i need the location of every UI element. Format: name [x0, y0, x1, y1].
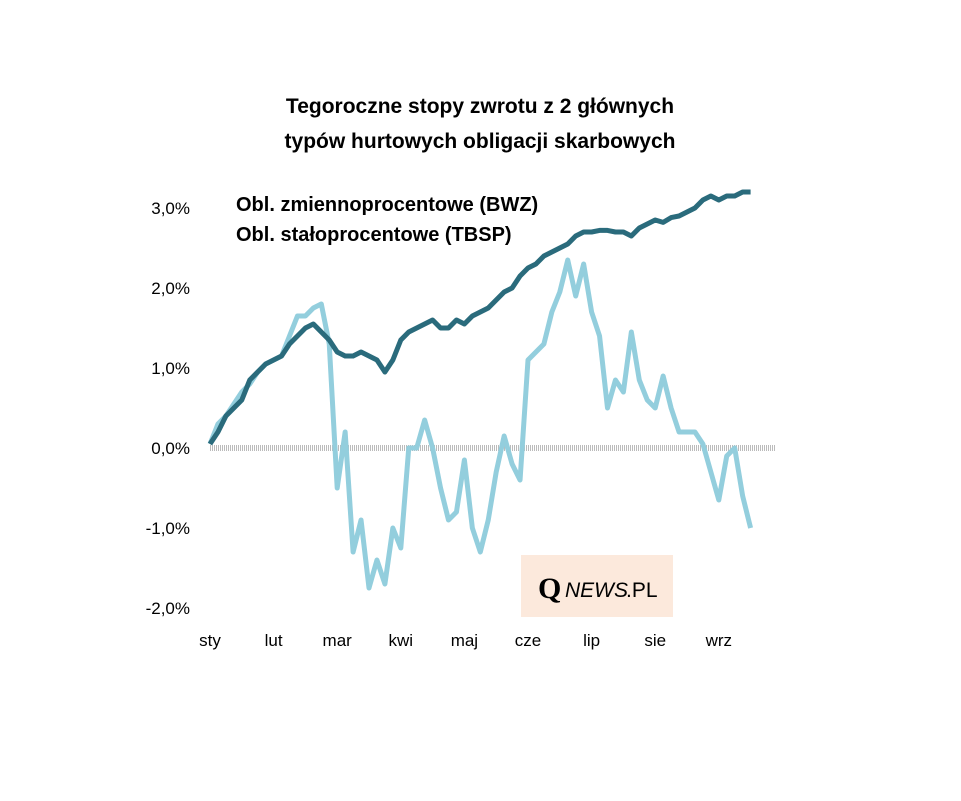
x-tick-label: maj: [451, 631, 478, 650]
x-tick-label: lut: [265, 631, 283, 650]
x-tick-label: kwi: [389, 631, 414, 650]
series-line: [207, 257, 754, 591]
x-tick-label: lip: [583, 631, 600, 650]
x-tick-label: mar: [323, 631, 353, 650]
y-tick-label: 2,0%: [151, 279, 190, 298]
chart-title: Tegoroczne stopy zwrotu z 2 głównych: [286, 95, 674, 118]
watermark-box: [521, 555, 673, 617]
watermark: Q: [538, 572, 561, 605]
watermark: NEWS: [565, 579, 628, 602]
legend-entry: Obl. stałoprocentowe (TBSP): [236, 224, 512, 246]
x-tick-label: cze: [515, 631, 541, 650]
x-tick-label: sie: [644, 631, 666, 650]
y-tick-label: -1,0%: [146, 519, 190, 538]
y-tick-label: 1,0%: [151, 359, 190, 378]
legend-entry: Obl. zmiennoprocentowe (BWZ): [236, 194, 538, 216]
watermark: .PL: [626, 579, 658, 602]
chart-title: typów hurtowych obligacji skarbowych: [285, 130, 676, 153]
x-tick-label: sty: [199, 631, 221, 650]
y-tick-label: -2,0%: [146, 599, 190, 618]
x-tick-label: wrz: [705, 631, 732, 650]
y-tick-label: 3,0%: [151, 199, 190, 218]
y-tick-label: 0,0%: [151, 439, 190, 458]
series-line: [207, 189, 751, 446]
